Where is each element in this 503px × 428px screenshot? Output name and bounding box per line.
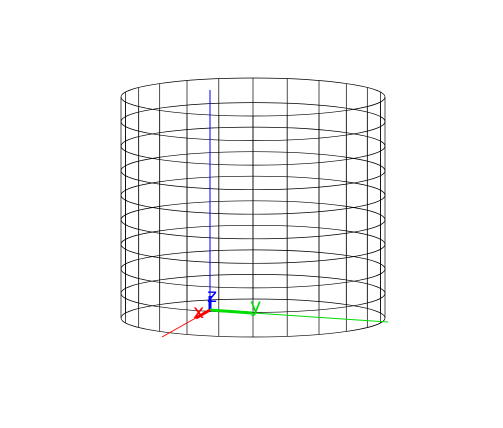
- cylinder-wireframe: [120, 77, 386, 338]
- z-axis-label: z: [207, 285, 217, 307]
- y-axis-label: y: [250, 295, 261, 317]
- x-axis-highlight: [195, 308, 211, 320]
- y-axis-highlight: [209, 308, 253, 315]
- x-axis-label: x: [193, 301, 204, 323]
